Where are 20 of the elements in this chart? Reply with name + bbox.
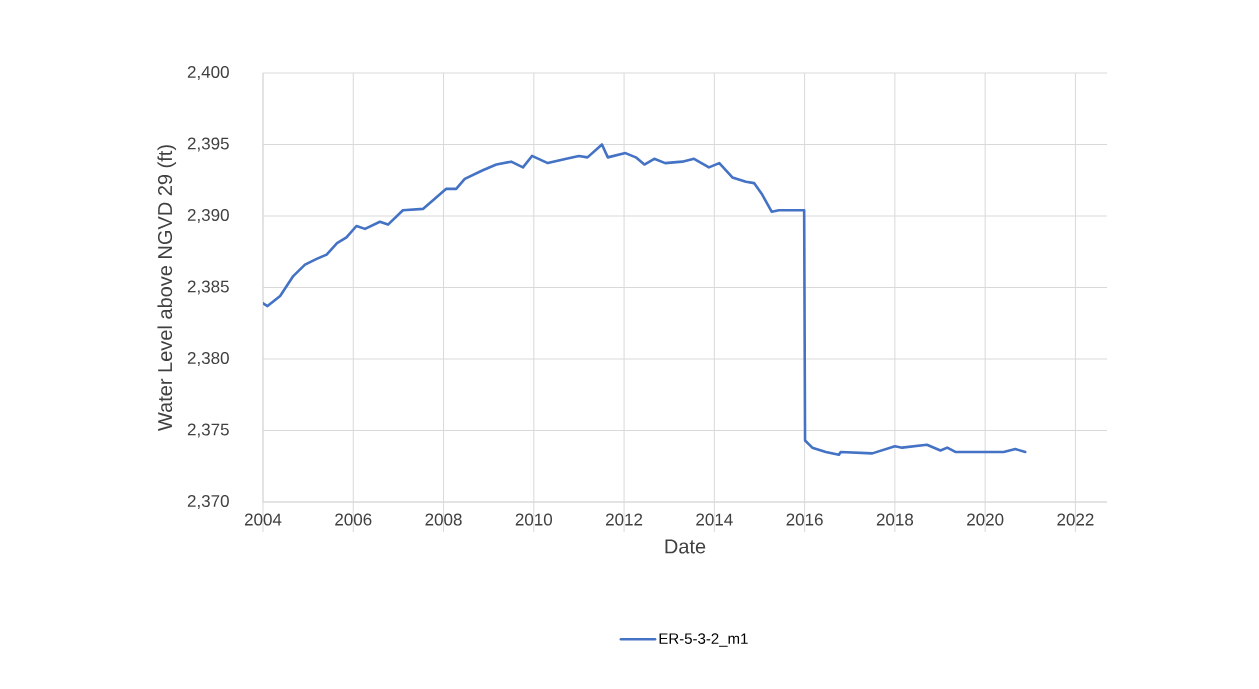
x-tick-label: 2014 xyxy=(696,513,733,526)
x-axis-title: Date xyxy=(665,539,706,554)
x-tick-label: 2020 xyxy=(967,513,1004,526)
y-tick-label: 2,385 xyxy=(187,280,229,295)
x-tick-label: 2016 xyxy=(786,513,823,526)
y-tick-label: 2,370 xyxy=(187,494,229,510)
x-tick-label: 2012 xyxy=(606,513,643,526)
legend-label: ER-5-3-2_m1 xyxy=(659,633,748,647)
y-tick-label: 2,380 xyxy=(187,351,229,367)
x-tick-label: 2018 xyxy=(876,513,914,526)
y-tick-label: 2,400 xyxy=(187,65,229,81)
y-tick-label: 2,375 xyxy=(187,423,229,438)
x-tick-label: 2008 xyxy=(425,513,462,526)
x-tick-label: 2006 xyxy=(335,513,372,526)
x-tick-label: 2010 xyxy=(515,513,553,526)
y-tick-label: 2,390 xyxy=(187,208,229,224)
x-tick-label: 2022 xyxy=(1057,513,1094,526)
y-tick-label: 2,395 xyxy=(187,137,229,152)
y-axis-title: Water Level above NGVD 29 (ft) xyxy=(157,145,177,431)
x-tick-label: 2004 xyxy=(244,513,282,526)
